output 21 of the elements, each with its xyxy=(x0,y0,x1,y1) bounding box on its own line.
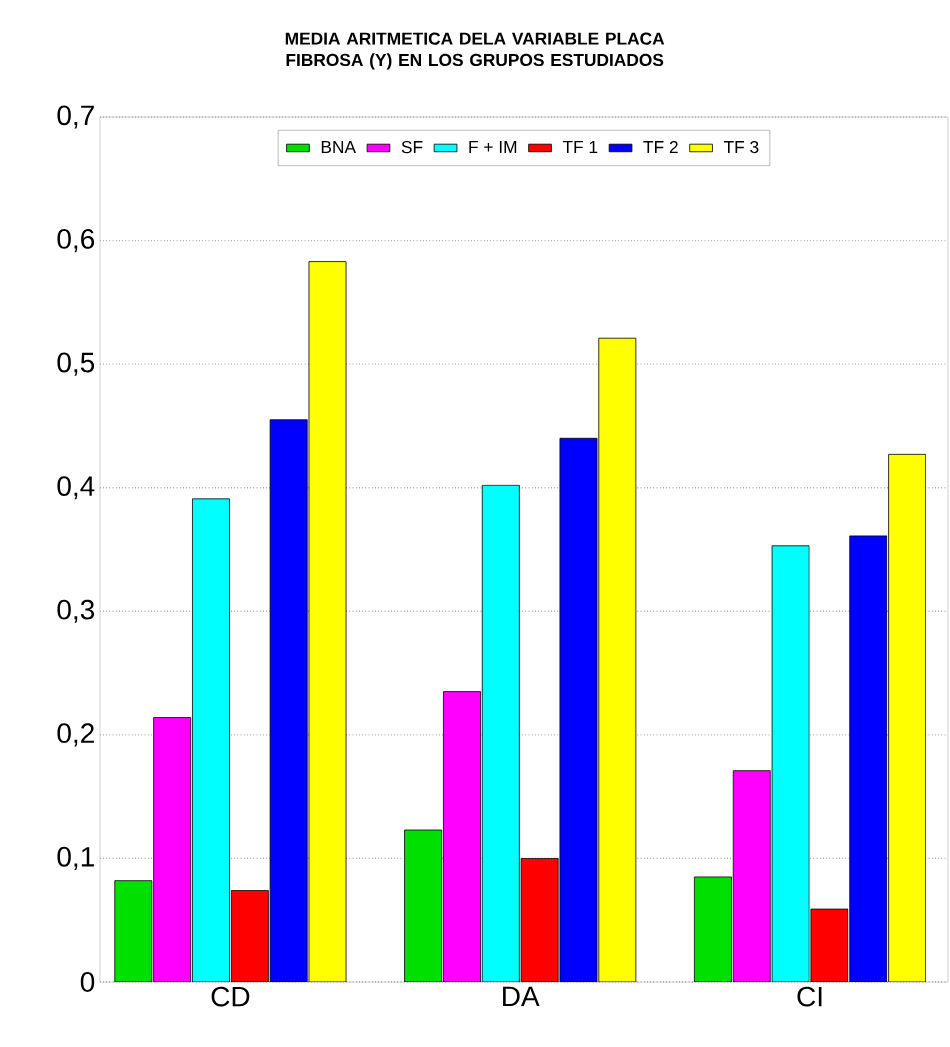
legend-label: F + IM xyxy=(469,141,517,153)
bar xyxy=(404,829,443,982)
bar xyxy=(114,880,153,982)
y-tick-label: 0,7 xyxy=(57,105,94,129)
y-tick-label: 0 xyxy=(80,972,95,992)
x-tick-label: DA xyxy=(503,986,540,1006)
legend-label: TF 1 xyxy=(562,141,598,153)
legend-label: TF 3 xyxy=(723,140,759,154)
y-tick-label: 0,5 xyxy=(57,352,95,376)
legend-label: TF 2 xyxy=(643,140,678,154)
y-tick-label: 0,4 xyxy=(57,476,95,500)
y-tick-label: 0,6 xyxy=(57,229,95,253)
legend-label: SF xyxy=(401,140,423,154)
y-tick-label: 0,3 xyxy=(57,599,95,623)
chart-title: MEDIA ARITMETICA DELA VARIABLE PLACA FIBROSA (Y) EN LOS GRUPOS ESTUDIADOS xyxy=(285,32,665,70)
y-tick-label: 0,1 xyxy=(57,846,94,870)
bar xyxy=(694,876,732,982)
x-tick-label: CD xyxy=(211,986,250,1007)
legend-label: BNA xyxy=(321,141,356,153)
y-tick-label: 0,2 xyxy=(57,723,94,747)
x-tick-label: CI xyxy=(797,986,822,1007)
